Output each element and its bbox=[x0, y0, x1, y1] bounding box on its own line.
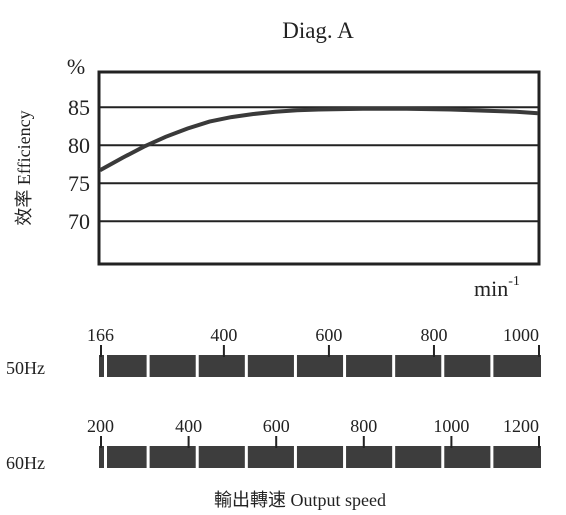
gridlines bbox=[100, 106, 538, 223]
scale-bar-divider bbox=[146, 355, 150, 377]
x-unit-base: min bbox=[474, 276, 508, 301]
scale-bar-divider bbox=[392, 446, 396, 468]
scale-bar-divider bbox=[195, 355, 199, 377]
y-tick-label: 85 bbox=[68, 95, 90, 120]
scale-bar-divider bbox=[441, 355, 445, 377]
plot-frame bbox=[97, 70, 541, 266]
scale-bar-divider bbox=[293, 355, 297, 377]
y-tick-label: 80 bbox=[68, 133, 90, 158]
scale-bar bbox=[99, 446, 541, 468]
scale-tick-label: 1000 bbox=[433, 416, 469, 436]
scale-label-60hz: 60Hz bbox=[6, 453, 45, 473]
scale-tick-label: 400 bbox=[210, 325, 237, 345]
scale-label-50hz: 50Hz bbox=[6, 358, 45, 378]
y-tick-label: 70 bbox=[68, 209, 90, 234]
scale-tick-label: 1000 bbox=[503, 325, 539, 345]
scale-tick-label: 600 bbox=[263, 416, 290, 436]
scale-tick-label: 800 bbox=[350, 416, 377, 436]
scale-tick-label: 166 bbox=[87, 325, 114, 345]
y-tick-labels: 85 80 75 70 bbox=[68, 95, 90, 234]
scale-bar-divider bbox=[244, 355, 248, 377]
scale-bar bbox=[99, 355, 541, 377]
scale-bar-divider bbox=[490, 446, 494, 468]
scale-bar-divider bbox=[146, 446, 150, 468]
y-unit-label: % bbox=[67, 54, 85, 79]
scale-bar-divider bbox=[244, 446, 248, 468]
scale-bar-divider bbox=[195, 446, 199, 468]
x-unit-exponent: -1 bbox=[508, 274, 520, 289]
scale-bar-divider bbox=[490, 355, 494, 377]
scale-tick-label: 1200 bbox=[503, 416, 539, 436]
scale-bar-divider bbox=[343, 355, 347, 377]
scale-bar-divider bbox=[441, 446, 445, 468]
x-unit-label: min-1 bbox=[474, 274, 520, 301]
chart-title: Diag. A bbox=[282, 18, 354, 43]
scale-bar-divider bbox=[293, 446, 297, 468]
scale-tick-label: 200 bbox=[87, 416, 114, 436]
y-tick-label: 75 bbox=[68, 171, 90, 196]
scale-bar-divider bbox=[392, 355, 396, 377]
scale-bar-divider bbox=[104, 446, 107, 468]
speed-scale-50hz: 50Hz 166 400 600 800 1000 bbox=[6, 325, 541, 378]
scale-bar-divider bbox=[343, 446, 347, 468]
x-axis-label: 輸出轉速 Output speed bbox=[214, 490, 386, 510]
scale-tick-label: 400 bbox=[175, 416, 202, 436]
scale-tick-label: 800 bbox=[420, 325, 447, 345]
efficiency-line bbox=[99, 106, 539, 173]
scale-tick-label: 600 bbox=[315, 325, 342, 345]
y-axis-label: 效率 Efficiency bbox=[14, 110, 34, 225]
speed-scale-60hz: 60Hz 200 400 600 800 1000 1200 bbox=[6, 416, 541, 473]
scale-bar-divider bbox=[104, 355, 107, 377]
